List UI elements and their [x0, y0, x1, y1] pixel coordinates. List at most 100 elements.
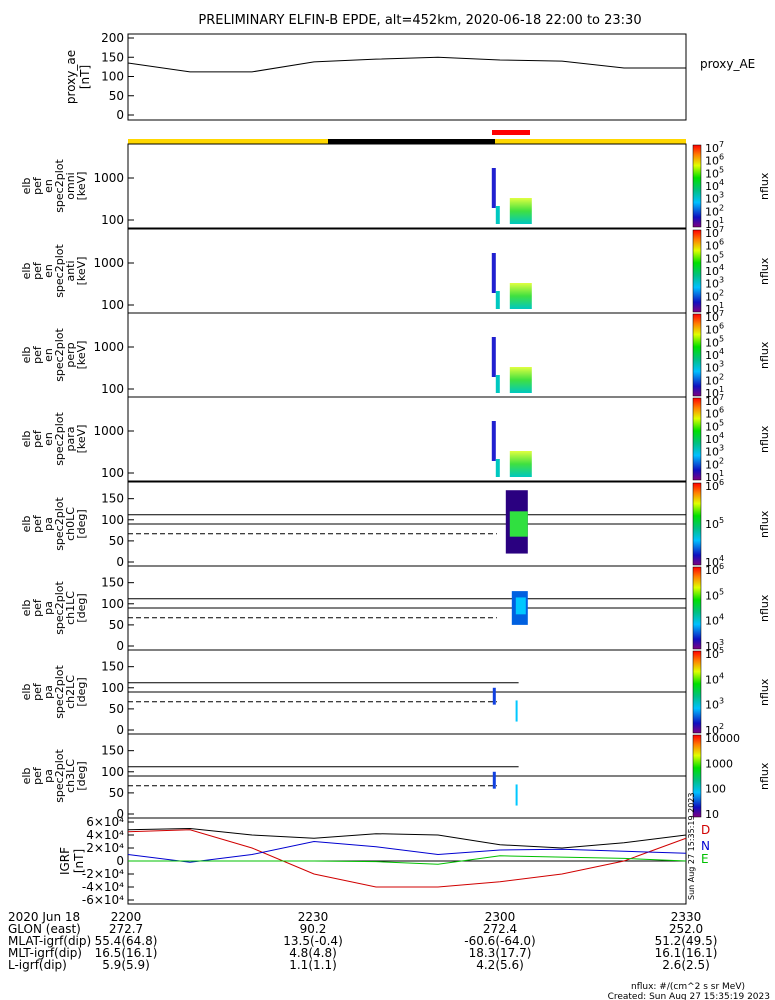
igrf-n-trace	[127, 840, 687, 863]
colorbar-tick-exponent: 5	[719, 165, 724, 174]
igrf-ylabel-2: [nT]	[72, 849, 86, 873]
colorbar-tick-label: 10	[705, 808, 719, 821]
ephemeris-value: 5.9(5.9)	[102, 958, 150, 972]
colorbar-tick-exponent: 1	[719, 469, 724, 478]
spectrogram-ylabel: elb	[20, 684, 33, 701]
status-bar-red	[492, 130, 530, 135]
spectrogram-ylabel: spec2plot	[53, 244, 66, 298]
spectrogram-ylabel: pa	[42, 769, 55, 783]
spectrogram-flux-edge	[495, 291, 500, 309]
spectrogram-ylabel: ch2LC	[64, 675, 77, 709]
igrf-ytick-label: 6×10⁴	[86, 815, 124, 829]
status-bar	[128, 130, 686, 144]
ephemeris-value: 1.1(1.1)	[289, 958, 337, 972]
colorbar-tick-exponent: 2	[719, 372, 724, 381]
spectrogram-ylabel: spec2plot	[53, 749, 66, 803]
spectrogram-ylabel: para	[64, 427, 77, 452]
proxy-ae-trace	[127, 56, 686, 73]
proxy-ae-series-label: proxy_AE	[700, 57, 755, 71]
proxy-ae-ytick-label: 50	[109, 89, 124, 103]
igrf-legend-n: N	[701, 839, 710, 853]
colorbar-tick-exponent: 7	[719, 309, 724, 318]
spectrogram-flux-patch	[509, 198, 532, 224]
colorbar-tick-label: 105	[705, 516, 724, 531]
colorbar-tick-exponent: 3	[719, 360, 724, 369]
proxy-ae-panel: 0 50 100 150 200 proxy_AE proxy_ae [nT]	[64, 31, 755, 122]
proxy-ae-ytick-label: 150	[101, 50, 124, 64]
colorbar	[692, 650, 702, 734]
spectrogram-ylabel: elb	[20, 516, 33, 533]
spectrogram-ylabel: [keV]	[75, 341, 88, 370]
spectrogram-ylabel: pa	[42, 601, 55, 615]
spectrogram-ytick-label: 100	[101, 466, 124, 480]
spectrogram-ytick-label: 100	[101, 681, 124, 695]
spectrogram-frame	[127, 228, 687, 314]
spectrogram-ylabel: pef	[31, 176, 44, 195]
ephemeris-value: 2330	[671, 910, 702, 924]
spectrogram-ylabel: en	[42, 432, 55, 446]
igrf-d-trace	[127, 829, 687, 888]
spectrogram-ylabel: elb	[20, 347, 33, 364]
spectrogram-ylabel: spec2plot	[53, 665, 66, 719]
colorbar	[692, 144, 702, 228]
spectrogram-panel-7: 050100150elbpefpaspec2plotch2LC[deg]1021…	[20, 646, 771, 737]
spectrogram-ytick-label: 100	[101, 513, 124, 527]
spectrogram-ytick-label: 1000	[93, 424, 124, 438]
colorbar-label: nflux	[758, 594, 771, 622]
ephemeris-row-label: MLAT-igrf(dip)	[8, 934, 91, 948]
colorbar-tick-exponent: 1	[719, 301, 724, 310]
colorbar	[692, 397, 702, 481]
colorbar-tick-exponent: 3	[719, 444, 724, 453]
colorbar-tick-exponent: 4	[719, 613, 724, 622]
igrf-legend-e: E	[701, 852, 709, 866]
proxy-ae-ytick-label: 100	[101, 70, 124, 84]
colorbar-tick-exponent: 6	[719, 406, 724, 415]
igrf-ytick-label: -4×10⁴	[82, 880, 124, 894]
spectrogram-ylabel: pef	[31, 345, 44, 364]
ephemeris-value: 272.7	[109, 922, 143, 936]
igrf-ytick-label: -6×10⁴	[82, 893, 124, 907]
colorbar-tick-exponent: 4	[719, 178, 724, 187]
colorbar	[692, 482, 702, 566]
igrf-ylabel-1: IGRF	[58, 847, 72, 875]
pitch-angle-flux-core	[515, 597, 526, 615]
colorbar-tick-exponent: 6	[719, 478, 724, 487]
proxy-ae-ylabel-2: [nT]	[78, 65, 92, 89]
colorbar-tick-label: 103	[705, 697, 724, 712]
spectrogram-ylabel: spec2plot	[53, 497, 66, 551]
ephemeris-value: 16.1(16.1)	[655, 946, 718, 960]
spectrogram-ylabel: elb	[20, 263, 33, 280]
colorbar-tick-exponent: 3	[719, 276, 724, 285]
spectrogram-ylabel: en	[42, 179, 55, 193]
spectrogram-ylabel: [deg]	[75, 677, 88, 706]
ephemeris-value: 272.4	[483, 922, 517, 936]
ephemeris-value: 4.8(4.8)	[289, 946, 337, 960]
spectrogram-flux-patch	[509, 367, 532, 393]
igrf-total-trace	[127, 827, 687, 849]
spectrogram-ylabel: spec2plot	[53, 159, 66, 213]
spectrogram-ytick-label: 150	[101, 492, 124, 506]
spectrogram-ytick-label: 50	[109, 786, 124, 800]
ephemeris-value: 252.0	[669, 922, 703, 936]
ephemeris-value: 2200	[111, 910, 142, 924]
spectrogram-ylabel: [keV]	[75, 172, 88, 201]
proxy-ae-ylabel-1: proxy_ae	[64, 50, 78, 104]
spectrogram-flux-edge	[491, 168, 496, 208]
spectrogram-flux-edge	[495, 375, 500, 393]
colorbar-tick-label: 1000	[705, 757, 733, 770]
colorbar-tick-exponent: 5	[719, 587, 724, 596]
colorbar-tick-exponent: 4	[719, 263, 724, 272]
colorbar-tick-exponent: 7	[719, 140, 724, 149]
proxy-ae-frame	[127, 33, 687, 121]
igrf-ytick-label: 4×10⁴	[86, 828, 124, 842]
spectrogram-panels: 1001000elbpefenspec2plotomni[keV]1011021…	[20, 140, 771, 821]
spectrogram-ytick-label: 50	[109, 618, 124, 632]
colorbar	[692, 229, 702, 313]
ephemeris-value: 2300	[485, 910, 516, 924]
ephemeris-row-label: L-igrf(dip)	[8, 958, 67, 972]
spectrogram-ytick-label: 1000	[93, 171, 124, 185]
proxy-ae-ytick-label: 0	[116, 108, 124, 122]
spectrogram-ylabel: perp	[64, 342, 77, 367]
